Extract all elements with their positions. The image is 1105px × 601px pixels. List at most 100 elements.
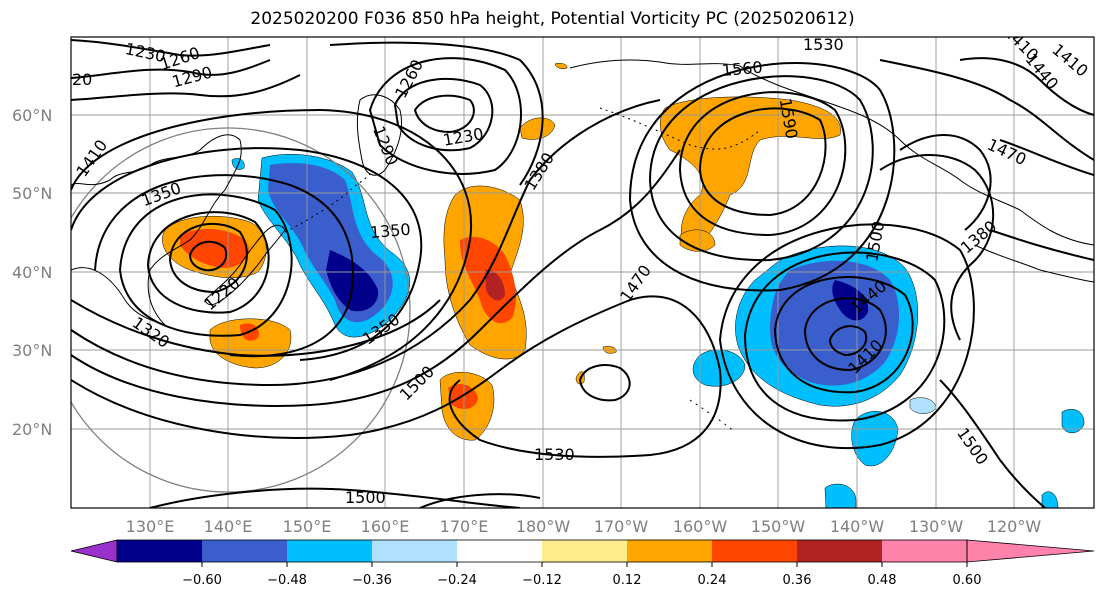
colorbar-tick-label: 0.24 — [698, 573, 727, 588]
colorbar: −0.60 −0.48 −0.36 −0.24 −0.12 0.12 0.24 … — [70, 539, 1095, 588]
contour-label: 1500 — [345, 488, 386, 507]
aleutian-chain — [599, 107, 761, 150]
colorbar-segment — [287, 540, 372, 562]
pv-negative-region-east-core — [832, 280, 869, 321]
contour-east-low-1 — [828, 325, 868, 357]
contour-1380 — [71, 147, 423, 361]
colorbar-tick-label: −0.36 — [352, 573, 392, 588]
lon-label: 140°W — [830, 517, 885, 536]
pv-positive-aleutian — [519, 117, 556, 140]
pv-negative-region-bottom2 — [1041, 491, 1059, 508]
colorbar-segment — [542, 540, 627, 562]
contour-east-7 — [959, 57, 1094, 116]
lat-label: 20°N — [12, 420, 52, 439]
lon-label: 150°W — [751, 517, 806, 536]
colorbar-tick-marks — [201, 562, 968, 567]
japan-coast — [204, 224, 286, 306]
lon-label: 130°W — [909, 517, 964, 536]
range-circle — [71, 127, 411, 493]
contour-label: 1560 — [721, 57, 763, 79]
contour-1350 — [94, 174, 354, 358]
contour-east-6 — [989, 229, 1094, 261]
lon-label: 170°E — [440, 517, 489, 536]
contour-wide-1 — [329, 41, 544, 186]
colorbar-segment — [117, 540, 202, 562]
colorbar-tick-label: 0.12 — [613, 573, 642, 588]
colorbar-segment — [202, 540, 287, 562]
pv-positive-streamer-core — [485, 269, 505, 301]
contour-aleutian-low-3 — [368, 57, 522, 175]
contour-japan-low-2 — [168, 223, 248, 294]
lon-label: 150°E — [283, 517, 332, 536]
contour-1530-south — [149, 487, 521, 508]
lon-label: 170°W — [594, 517, 649, 536]
coastlines — [71, 59, 1094, 433]
lon-label: 160°E — [361, 517, 410, 536]
contour-alaska-high-1 — [698, 107, 827, 217]
longitude-labels: 130°E 140°E 150°E 160°E 170°E 180°W 170°… — [126, 517, 1042, 536]
lat-label: 40°N — [12, 263, 52, 282]
colorbar-segment — [372, 540, 457, 562]
lon-label: 140°E — [204, 517, 253, 536]
contour-alaska-high-3 — [648, 75, 874, 262]
lon-label: 130°E — [126, 517, 175, 536]
colorbar-segment — [457, 540, 542, 562]
contour-aleutian-low-2 — [393, 77, 494, 152]
contour-south-2 — [419, 493, 541, 508]
alaska-coast — [569, 59, 1094, 246]
colorbar-tick-label: −0.24 — [437, 573, 477, 588]
lon-label: 120°W — [987, 517, 1042, 536]
contour-1470-west — [71, 99, 661, 387]
lat-label: 60°N — [12, 106, 52, 125]
pv-positive-alaska-2 — [679, 229, 716, 252]
colorbar-segment — [712, 540, 797, 562]
contour-label: 1530 — [803, 35, 844, 54]
colorbar-right-extension — [966, 539, 1095, 563]
pv-positive-alaska — [660, 96, 841, 251]
colorbar-left-extension — [70, 539, 118, 563]
contour-high-1 — [578, 364, 631, 402]
chart-title: 2025020200 F036 850 hPa height, Potentia… — [250, 9, 855, 29]
pv-negative-region-southeast — [851, 411, 899, 467]
contour-east-4 — [879, 154, 995, 341]
colorbar-tick-label: 0.60 — [953, 573, 982, 588]
contour-aleutian-low-1 — [413, 94, 475, 134]
contour-japan-low-1 — [188, 240, 228, 272]
contour-east-low-3 — [773, 276, 914, 394]
contour-east-5 — [999, 139, 1094, 176]
pv-negative-region-bottom — [824, 483, 857, 508]
contour-label: 1350 — [369, 220, 411, 242]
pv-negative-region-east-mid — [770, 260, 900, 386]
contour-north-2 — [71, 59, 271, 79]
colorbar-segment — [627, 540, 712, 562]
contour-1530 — [71, 295, 722, 458]
pv-negative-region-south-east2 — [1061, 409, 1085, 434]
kamchatka-coast — [356, 94, 403, 176]
contour-north-3 — [71, 74, 301, 101]
map-border — [70, 36, 1095, 509]
colorbar-tick-label: 0.36 — [783, 573, 812, 588]
contour-east-1 — [718, 223, 975, 450]
contour-1560 — [628, 61, 896, 292]
contour-japan-low-4 — [118, 193, 293, 337]
contour-alaska-high-2 — [678, 91, 847, 237]
colorbar-segment — [797, 540, 882, 562]
contour-1500 — [71, 149, 681, 407]
kuril-chain — [284, 171, 373, 233]
pv-positive-bering — [554, 62, 568, 70]
lon-label: 180°W — [516, 517, 571, 536]
north-america-coast — [974, 244, 1094, 283]
hawaii-islands — [689, 399, 736, 433]
contour-north-1 — [71, 39, 271, 57]
contour-1410 — [71, 108, 473, 381]
contour-japan-low-3 — [146, 211, 270, 314]
contour-east-3 — [899, 134, 992, 231]
colorbar-tick-label: −0.12 — [522, 573, 562, 588]
colorbar-segment — [882, 540, 967, 562]
height-contours — [71, 39, 1094, 508]
contour-east-2 — [879, 59, 1094, 161]
pv-positive-region-japan-core — [180, 228, 249, 268]
lat-label: 30°N — [12, 341, 52, 360]
colorbar-tick-label: 0.48 — [868, 573, 897, 588]
